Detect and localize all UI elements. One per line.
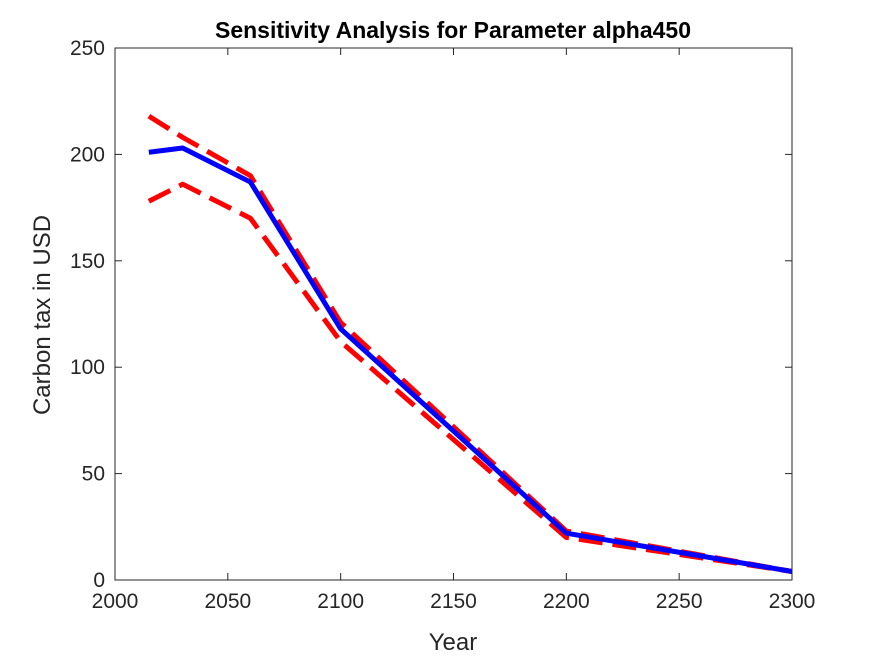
x-tick-label: 2250 (656, 590, 703, 613)
x-tick-label: 2100 (317, 590, 364, 613)
series-line-1 (148, 145, 793, 574)
x-tick-label: 2000 (92, 590, 139, 613)
x-axis-label: Year (429, 629, 478, 656)
x-tick-label: 2150 (430, 590, 477, 613)
y-tick-label: 200 (70, 143, 105, 166)
y-tick-label: 100 (70, 356, 105, 379)
x-tick-label: 2050 (204, 590, 251, 613)
series-layer (147, 113, 793, 574)
y-tick-label: 50 (82, 463, 105, 486)
plot-background (115, 48, 792, 580)
y-tick-label: 0 (93, 569, 105, 592)
x-tick-label: 2300 (769, 590, 816, 613)
y-tick-label: 250 (70, 37, 105, 60)
plot-area (115, 48, 792, 580)
series-line-3 (147, 181, 793, 574)
y-axis-label: Carbon tax in USD (29, 215, 56, 415)
y-tick-label: 150 (70, 250, 105, 273)
x-tick-label: 2200 (543, 590, 590, 613)
chart-title: Sensitivity Analysis for Parameter alpha… (215, 17, 691, 43)
axes-layer: 2000 2050 2100 2150 2200 2250 2300 0 50 100 150 200… (70, 37, 815, 613)
